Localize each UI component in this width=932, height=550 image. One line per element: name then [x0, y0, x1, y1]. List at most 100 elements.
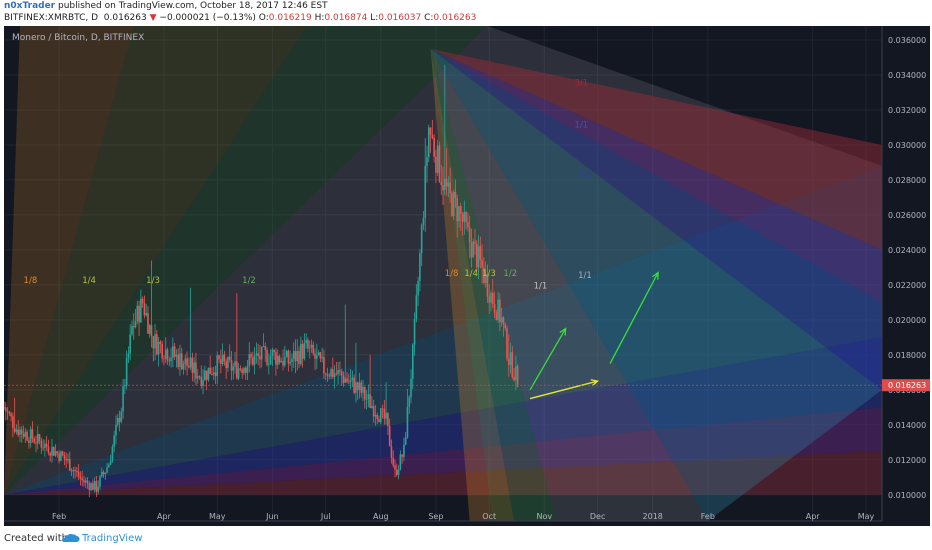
candle-body [479, 246, 482, 260]
candle-body [223, 354, 226, 362]
time-tick-label: Dec [590, 512, 605, 521]
candle-body [161, 343, 163, 359]
candle-body [404, 437, 407, 445]
time-tick-label: Apr [806, 512, 821, 521]
candle-body [280, 360, 283, 363]
price-tick-label: 0.024000 [888, 246, 926, 255]
candle-body [170, 357, 172, 362]
candle-body [324, 373, 327, 375]
candle-body [340, 371, 343, 376]
candle-body [179, 353, 181, 367]
candle-body [250, 354, 252, 358]
price-tick-label: 0.034000 [888, 71, 926, 80]
candle-body [456, 198, 459, 221]
candle-body [378, 419, 380, 423]
candle-body [387, 412, 389, 426]
gann-fan-label: 1/8 [445, 269, 459, 279]
candle-body [237, 368, 240, 379]
candle-body [148, 325, 151, 334]
candle-body [24, 431, 27, 437]
candle-body [433, 137, 435, 157]
candle-body [47, 446, 50, 454]
candle-body [294, 351, 297, 362]
candle-body [175, 354, 178, 357]
candle-body [12, 416, 14, 428]
candle-body [509, 352, 512, 366]
price-scale-bg [882, 26, 930, 526]
candle-body [319, 352, 322, 359]
time-tick-label: Jul [320, 512, 331, 521]
candle-body [212, 372, 215, 375]
candle-body [88, 483, 91, 491]
candle-body [314, 353, 316, 359]
candle-body [399, 454, 402, 470]
candle-body [332, 369, 334, 378]
price-arrow-green [609, 272, 659, 364]
candle-body [33, 438, 36, 443]
candle-body [225, 361, 227, 369]
candle-body [408, 397, 411, 407]
price-tick-label: 0.018000 [888, 351, 926, 360]
candle-body [205, 370, 208, 380]
gann-fan-zone [430, 48, 882, 521]
candle-body [154, 334, 156, 349]
candle-body [97, 486, 99, 492]
candle-body [392, 457, 395, 466]
candle-body [515, 366, 517, 381]
time-tick-label: Aug [373, 512, 389, 521]
candle-body [200, 376, 203, 387]
candle-body [95, 481, 98, 492]
candle-body [289, 361, 291, 364]
candle-body [360, 382, 363, 393]
gann-fan-zone [4, 26, 307, 495]
created-with-label: Created with [4, 533, 68, 544]
candle-body [310, 344, 313, 348]
candle-body [436, 145, 439, 173]
candle-body [116, 418, 119, 425]
candle-body [252, 357, 254, 365]
low-label: L: [370, 13, 379, 23]
candle-body [371, 405, 373, 408]
author-link[interactable]: n0xTrader [4, 1, 56, 11]
candle-body [443, 178, 446, 191]
candle-body [403, 444, 405, 457]
candle-body [422, 217, 425, 226]
candle-body [159, 341, 162, 344]
candle-body [68, 458, 71, 471]
candle-body [40, 441, 43, 448]
price-tick-label: 0.026000 [888, 211, 926, 220]
price-chart[interactable]: 1/8 1/4 1/3 1/2 1/8 1/4 1/3 1/2 1/1 1/1 1/1 2/1 3/1 0… [4, 26, 930, 526]
candle-body [193, 362, 195, 374]
candle-body [300, 343, 302, 364]
candle-body [323, 357, 325, 374]
gann-fan-label: 1/1 [578, 271, 592, 281]
candle-body [35, 442, 37, 444]
candle-body [232, 366, 235, 371]
candle-body [276, 355, 279, 365]
candle-body [132, 325, 135, 328]
chart-title: Monero / Bitcoin, D, BITFINEX [12, 33, 144, 43]
candle-body [424, 165, 427, 218]
candle-body [330, 369, 332, 377]
candle-body [440, 181, 443, 185]
candle-body [419, 253, 421, 282]
candle-body [271, 349, 274, 356]
candle-body [298, 350, 300, 364]
candle-body [499, 299, 501, 323]
gann-fan-zone [430, 48, 882, 303]
candle-body [379, 408, 382, 423]
candle-body [150, 325, 153, 337]
candle-body [317, 352, 320, 356]
candle-body [13, 427, 16, 432]
candle-body [449, 182, 451, 194]
tradingview-brand-link[interactable]: TradingView [82, 533, 143, 544]
candle-body [511, 352, 514, 378]
candle-body [111, 446, 114, 461]
gann-fan-zone [4, 26, 488, 495]
open-label: O: [258, 13, 269, 23]
candle-body [83, 480, 85, 483]
candle-body [81, 478, 84, 481]
chart-header: n0xTrader published on TradingView.com, … [0, 0, 932, 26]
candle-body [211, 374, 213, 375]
price-arrow-green [529, 328, 567, 391]
